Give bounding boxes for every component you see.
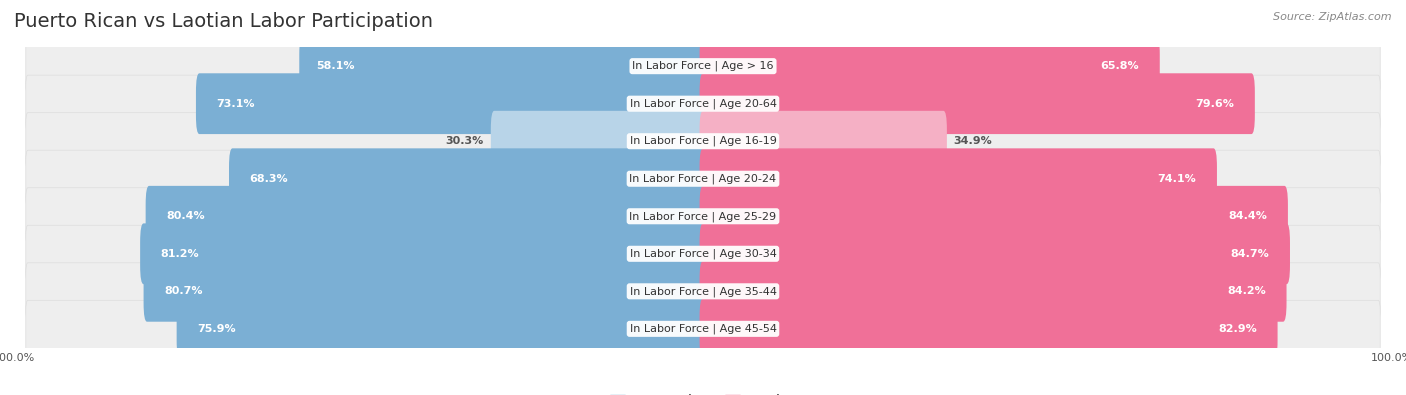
FancyBboxPatch shape: [143, 261, 706, 322]
Text: 84.7%: 84.7%: [1230, 249, 1270, 259]
FancyBboxPatch shape: [700, 186, 1288, 246]
Text: 84.2%: 84.2%: [1227, 286, 1265, 296]
Text: 73.1%: 73.1%: [217, 99, 254, 109]
FancyBboxPatch shape: [700, 111, 946, 171]
Text: In Labor Force | Age 20-64: In Labor Force | Age 20-64: [630, 98, 776, 109]
Text: In Labor Force | Age 25-29: In Labor Force | Age 25-29: [630, 211, 776, 222]
FancyBboxPatch shape: [229, 149, 706, 209]
Text: In Labor Force | Age 20-24: In Labor Force | Age 20-24: [630, 173, 776, 184]
Text: 79.6%: 79.6%: [1195, 99, 1234, 109]
FancyBboxPatch shape: [177, 299, 706, 359]
FancyBboxPatch shape: [25, 263, 1381, 320]
Text: In Labor Force | Age 30-34: In Labor Force | Age 30-34: [630, 248, 776, 259]
FancyBboxPatch shape: [25, 225, 1381, 282]
Text: 65.8%: 65.8%: [1101, 61, 1139, 71]
Text: In Labor Force | Age 35-44: In Labor Force | Age 35-44: [630, 286, 776, 297]
Text: 75.9%: 75.9%: [197, 324, 236, 334]
Text: 74.1%: 74.1%: [1157, 174, 1197, 184]
FancyBboxPatch shape: [146, 186, 706, 246]
FancyBboxPatch shape: [195, 73, 706, 134]
FancyBboxPatch shape: [299, 36, 706, 96]
FancyBboxPatch shape: [700, 73, 1254, 134]
Text: In Labor Force | Age 45-54: In Labor Force | Age 45-54: [630, 324, 776, 334]
FancyBboxPatch shape: [700, 36, 1160, 96]
FancyBboxPatch shape: [700, 224, 1289, 284]
Text: 58.1%: 58.1%: [316, 61, 354, 71]
Legend: Puerto Rican, Laotian: Puerto Rican, Laotian: [610, 394, 796, 395]
Text: 84.4%: 84.4%: [1229, 211, 1267, 221]
FancyBboxPatch shape: [700, 261, 1286, 322]
Text: In Labor Force | Age 16-19: In Labor Force | Age 16-19: [630, 136, 776, 147]
Text: 34.9%: 34.9%: [953, 136, 993, 146]
FancyBboxPatch shape: [25, 38, 1381, 95]
FancyBboxPatch shape: [700, 299, 1278, 359]
Text: Source: ZipAtlas.com: Source: ZipAtlas.com: [1274, 12, 1392, 22]
Text: 80.7%: 80.7%: [165, 286, 202, 296]
FancyBboxPatch shape: [25, 188, 1381, 245]
Text: 80.4%: 80.4%: [166, 211, 205, 221]
FancyBboxPatch shape: [25, 75, 1381, 132]
FancyBboxPatch shape: [491, 111, 706, 171]
Text: Puerto Rican vs Laotian Labor Participation: Puerto Rican vs Laotian Labor Participat…: [14, 12, 433, 31]
FancyBboxPatch shape: [700, 149, 1218, 209]
Text: In Labor Force | Age > 16: In Labor Force | Age > 16: [633, 61, 773, 71]
Text: 68.3%: 68.3%: [250, 174, 288, 184]
FancyBboxPatch shape: [25, 300, 1381, 357]
FancyBboxPatch shape: [25, 113, 1381, 170]
Text: 82.9%: 82.9%: [1218, 324, 1257, 334]
FancyBboxPatch shape: [25, 150, 1381, 207]
Text: 30.3%: 30.3%: [446, 136, 484, 146]
FancyBboxPatch shape: [141, 224, 706, 284]
Text: 81.2%: 81.2%: [160, 249, 200, 259]
